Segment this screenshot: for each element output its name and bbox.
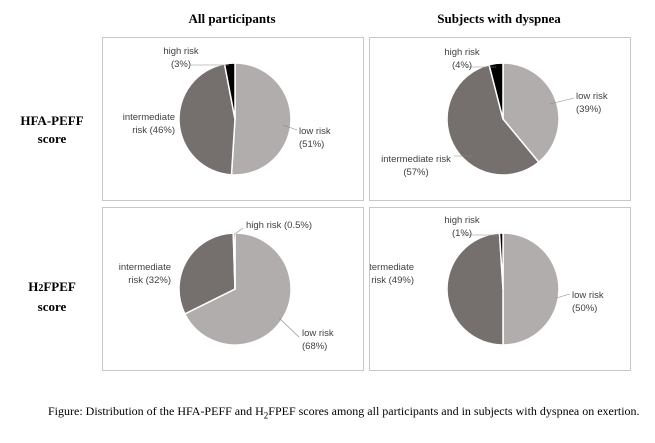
pie-slice-low-risk-h2fpef-dyspnea bbox=[502, 232, 560, 346]
label-leader-low-risk-hfa-peff-dyspnea bbox=[549, 97, 575, 105]
pie-slice-intermediate-risk-h2fpef-all bbox=[178, 232, 236, 315]
slice-label-low-risk-hfa-peff-dyspnea: low risk (39%) bbox=[576, 91, 608, 115]
pie-slice-intermediate-risk-h2fpef-dyspnea bbox=[446, 232, 504, 346]
pie-panel-hfa-peff-all: low risk (51%) intermediate risk (46%) high … bbox=[102, 37, 364, 201]
pie-chart-h2fpef-all: low risk (68%) intermediate risk (32%) high … bbox=[119, 220, 334, 352]
row-label-h2fpef-prefix: H bbox=[28, 279, 39, 294]
label-leader-low-risk-h2fpef-dyspnea bbox=[555, 293, 571, 299]
pie-slice-intermediate-risk-hfa-peff-dyspnea bbox=[446, 63, 540, 176]
row-label-h2fpef: H2FPEF score bbox=[2, 278, 102, 316]
pie-slice-low-risk-hfa-peff-dyspnea bbox=[502, 62, 560, 164]
pie-slice-intermediate-risk-hfa-peff-all bbox=[178, 63, 236, 176]
pie-slice-high-risk-h2fpef-dyspnea bbox=[498, 232, 504, 290]
label-leader-high-risk-h2fpef-all bbox=[234, 227, 244, 235]
column-header-all-participants: All participants bbox=[188, 11, 276, 26]
pie-slice-low-risk-hfa-peff-all bbox=[230, 62, 292, 176]
label-leader-low-risk-h2fpef-all bbox=[278, 317, 300, 338]
slice-label-high-risk-hfa-peff-all: high risk (3%) bbox=[163, 46, 199, 70]
slice-label-intermediate-risk-h2fpef-all: intermediate risk (32%) bbox=[119, 262, 171, 286]
slice-label-intermediate-risk-hfa-peff-all: intermediate risk (46%) bbox=[123, 112, 175, 136]
pie-panel-hfa-peff-dyspnea: low risk (39%) intermediate risk (57%) high … bbox=[369, 37, 631, 201]
row-label-hfa-peff-line2: score bbox=[37, 131, 67, 146]
row-label-h2fpef-subscript: 2 bbox=[38, 283, 44, 294]
slice-label-high-risk-hfa-peff-dyspnea: high risk (4%) bbox=[444, 47, 480, 71]
slice-label-high-risk-h2fpef-dyspnea: high risk (1%) bbox=[444, 215, 480, 239]
caption-part2: FPEF scores among all participants and i… bbox=[268, 404, 640, 418]
figure-caption: Figure: Distribution of the HFA-PEFF and… bbox=[48, 403, 648, 424]
row-label-h2fpef-line2: score bbox=[37, 299, 67, 314]
pie-slice-high-risk-h2fpef-all bbox=[232, 232, 236, 290]
pie-chart-hfa-peff-dyspnea: low risk (39%) intermediate risk (57%) high … bbox=[381, 47, 608, 178]
pie-slice-low-risk-h2fpef-all bbox=[183, 232, 292, 346]
caption-subscript: 2 bbox=[263, 410, 269, 421]
column-header-subjects-with-dyspnea: Subjects with dyspnea bbox=[437, 11, 561, 26]
row-label-h2fpef-line1: H2FPEF bbox=[2, 278, 102, 298]
row-label-hfa-peff-line1: HFA-PEFF bbox=[20, 113, 84, 128]
slice-label-low-risk-hfa-peff-all: low risk (51%) bbox=[299, 126, 331, 150]
pie-slice-high-risk-hfa-peff-dyspnea bbox=[488, 62, 504, 120]
slice-label-low-risk-h2fpef-dyspnea: low risk (50%) bbox=[572, 290, 604, 314]
caption-part1: Figure: Distribution of the HFA-PEFF and… bbox=[48, 404, 264, 418]
pie-slice-high-risk-hfa-peff-all bbox=[223, 62, 236, 120]
slice-label-high-risk-h2fpef-all: high risk (0.5%) bbox=[246, 220, 312, 231]
slice-label-low-risk-h2fpef-all: low risk (68%) bbox=[302, 328, 334, 352]
label-leader-low-risk-hfa-peff-all bbox=[282, 124, 298, 131]
slice-label-intermediate-risk-hfa-peff-dyspnea: intermediate risk (57%) bbox=[381, 154, 451, 178]
pie-panel-h2fpef-all: low risk (68%) intermediate risk (32%) high … bbox=[102, 207, 364, 371]
row-label-h2fpef-suffix: FPEF bbox=[43, 279, 76, 294]
row-label-hfa-peff: HFA-PEFF score bbox=[2, 112, 102, 148]
pie-chart-hfa-peff-all: low risk (51%) intermediate risk (46%) high … bbox=[123, 46, 331, 176]
